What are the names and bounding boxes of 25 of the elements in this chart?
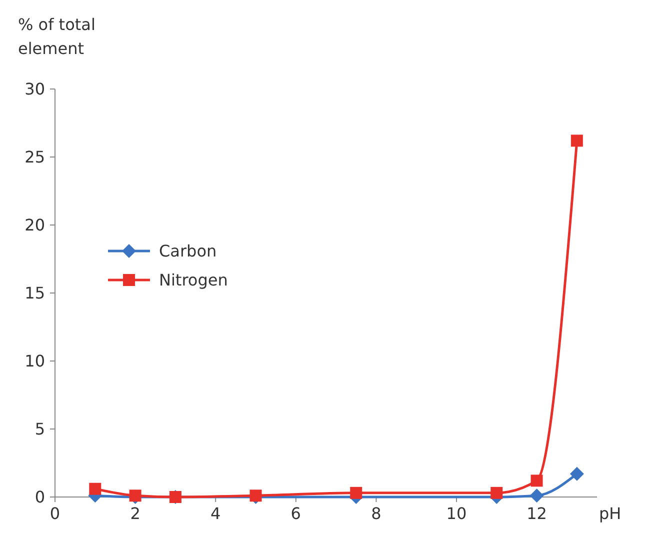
point [490,486,503,499]
legend-label: Nitrogen [159,270,228,290]
y-tick-label: 5 [34,420,45,439]
point [350,486,362,499]
x-axis-title: pH [599,504,622,523]
legend-label: Carbon [159,242,217,261]
y-tick-label: 25 [24,148,45,167]
point [570,134,583,147]
y-tick-label: 15 [24,284,45,303]
x-tick-label: 10 [446,504,467,523]
y-tick-label: 0 [34,488,45,507]
y-tick-label: 10 [24,352,45,371]
x-tick-label: 4 [210,504,221,523]
point [530,488,544,503]
y-tick-label: 20 [24,216,45,235]
x-tick-label: 0 [50,504,60,523]
point [530,474,543,487]
point [570,466,584,481]
x-tick-label: 2 [130,504,140,523]
x-tick-label: 12 [526,504,547,523]
y-tick-label: 30 [24,80,45,99]
y-axis-title: % of total element [18,15,96,58]
x-tick-label: 8 [371,504,382,523]
point [89,482,102,495]
x-tick-label: 6 [290,504,301,523]
